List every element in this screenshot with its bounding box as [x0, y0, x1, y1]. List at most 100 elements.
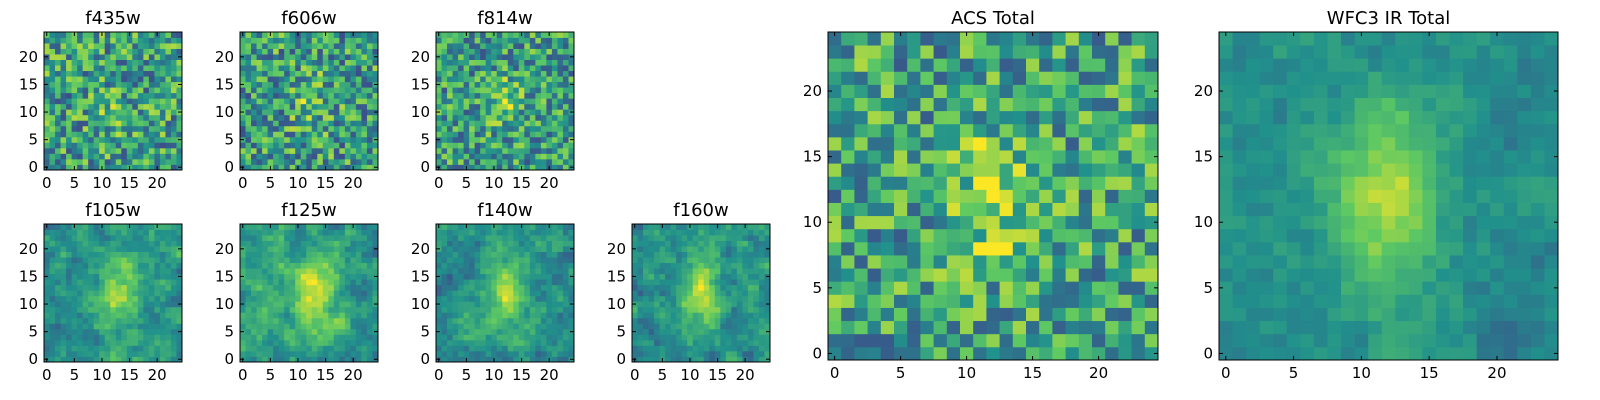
heatmap-cell: [568, 350, 575, 357]
heatmap-cell: [132, 328, 139, 335]
heatmap-cell: [709, 295, 716, 302]
heatmap-cell: [93, 125, 100, 132]
heatmap-cell: [126, 246, 133, 252]
heatmap-cell: [110, 246, 117, 252]
heatmap-cell: [317, 273, 324, 280]
heatmap-cell: [568, 306, 575, 313]
heatmap-cell: [317, 76, 324, 83]
heatmap-cell: [535, 103, 542, 110]
heatmap-cell: [159, 120, 166, 127]
y-tick-label: 20: [19, 48, 38, 66]
heatmap-cell: [355, 224, 362, 230]
heatmap-cell: [458, 301, 464, 308]
heatmap-cell: [317, 262, 324, 269]
heatmap-cell: [104, 317, 111, 324]
heatmap-cell: [71, 345, 78, 352]
heatmap-cell: [725, 262, 732, 269]
heatmap-cell: [154, 273, 161, 280]
heatmap-cell: [148, 158, 155, 165]
heatmap-cell: [55, 158, 61, 165]
heatmap-cell: [55, 37, 61, 44]
heatmap-cell: [245, 92, 252, 99]
heatmap-cell: [480, 224, 487, 230]
heatmap-cell: [474, 164, 481, 171]
heatmap-cell: [731, 229, 738, 236]
heatmap-cell: [654, 290, 660, 297]
heatmap-cell: [333, 257, 340, 264]
heatmap-cell: [165, 158, 172, 165]
heatmap-cell: [524, 312, 531, 319]
heatmap-cell: [350, 301, 357, 308]
heatmap-cell: [507, 273, 514, 280]
heatmap-cell: [44, 153, 50, 160]
y-tick-label: 10: [411, 103, 430, 121]
heatmap-cell: [273, 356, 280, 363]
heatmap-cell: [469, 328, 476, 335]
heatmap-cell: [725, 295, 732, 302]
heatmap-cell: [714, 345, 721, 352]
heatmap-cell: [709, 224, 716, 230]
heatmap-cell: [648, 246, 655, 252]
heatmap-cell: [557, 273, 564, 280]
heatmap-cell: [933, 346, 948, 361]
heatmap-cell: [93, 257, 100, 264]
heatmap-cell: [676, 246, 683, 252]
heatmap-cell: [355, 92, 362, 99]
heatmap-cell: [278, 268, 285, 275]
heatmap-cell: [295, 246, 302, 252]
heatmap-cell: [736, 345, 743, 352]
heatmap-cell: [251, 136, 257, 143]
heatmap-cell: [496, 257, 503, 264]
heatmap-cell: [317, 356, 324, 363]
heatmap-cell: [1039, 241, 1053, 256]
heatmap-cell: [562, 339, 569, 346]
heatmap-cell: [339, 158, 346, 165]
heatmap-cell: [562, 345, 569, 352]
heatmap-cell: [703, 284, 710, 291]
heatmap-cell: [469, 317, 476, 324]
heatmap-cell: [262, 323, 268, 330]
heatmap-cell: [480, 142, 487, 149]
heatmap-cell: [1012, 255, 1027, 269]
heatmap-cell: [676, 312, 683, 319]
heatmap-cell: [720, 323, 727, 330]
heatmap-cell: [77, 235, 84, 241]
heatmap-cell: [110, 257, 117, 264]
heatmap-cell: [670, 284, 677, 291]
heatmap-cell: [714, 339, 721, 346]
heatmap-cell: [1078, 294, 1093, 308]
heatmap-cell: [333, 98, 340, 105]
heatmap-cell: [698, 323, 705, 330]
heatmap-cell: [104, 37, 111, 44]
heatmap-cell: [540, 87, 547, 94]
heatmap-cell: [502, 153, 509, 160]
heatmap-cell: [361, 59, 368, 66]
heatmap-cell: [557, 147, 564, 154]
heatmap-cell: [115, 43, 122, 49]
heatmap-cell: [703, 323, 710, 330]
heatmap-cell: [452, 54, 459, 60]
heatmap-cell: [507, 224, 514, 230]
heatmap-cell: [463, 323, 470, 330]
heatmap-cell: [643, 240, 649, 247]
heatmap-cell: [278, 114, 285, 121]
heatmap-cell: [328, 279, 335, 286]
heatmap-cell: [665, 339, 672, 346]
heatmap-cell: [49, 147, 56, 154]
heatmap-cell: [562, 54, 569, 60]
heatmap-cell: [1092, 294, 1106, 308]
heatmap-cell: [447, 323, 453, 330]
heatmap-cell: [256, 284, 263, 291]
heatmap-cell: [121, 37, 128, 44]
heatmap-cell: [311, 153, 318, 160]
heatmap-cell: [278, 339, 285, 346]
heatmap-cell: [441, 147, 448, 154]
heatmap-cell: [317, 103, 324, 110]
heatmap-cell: [725, 268, 732, 275]
heatmap-cell: [491, 125, 498, 132]
heatmap-cell: [137, 142, 144, 149]
heatmap-cell: [441, 312, 448, 319]
heatmap-cell: [284, 158, 291, 165]
heatmap-cell: [170, 229, 177, 236]
heatmap-cell: [328, 334, 335, 341]
